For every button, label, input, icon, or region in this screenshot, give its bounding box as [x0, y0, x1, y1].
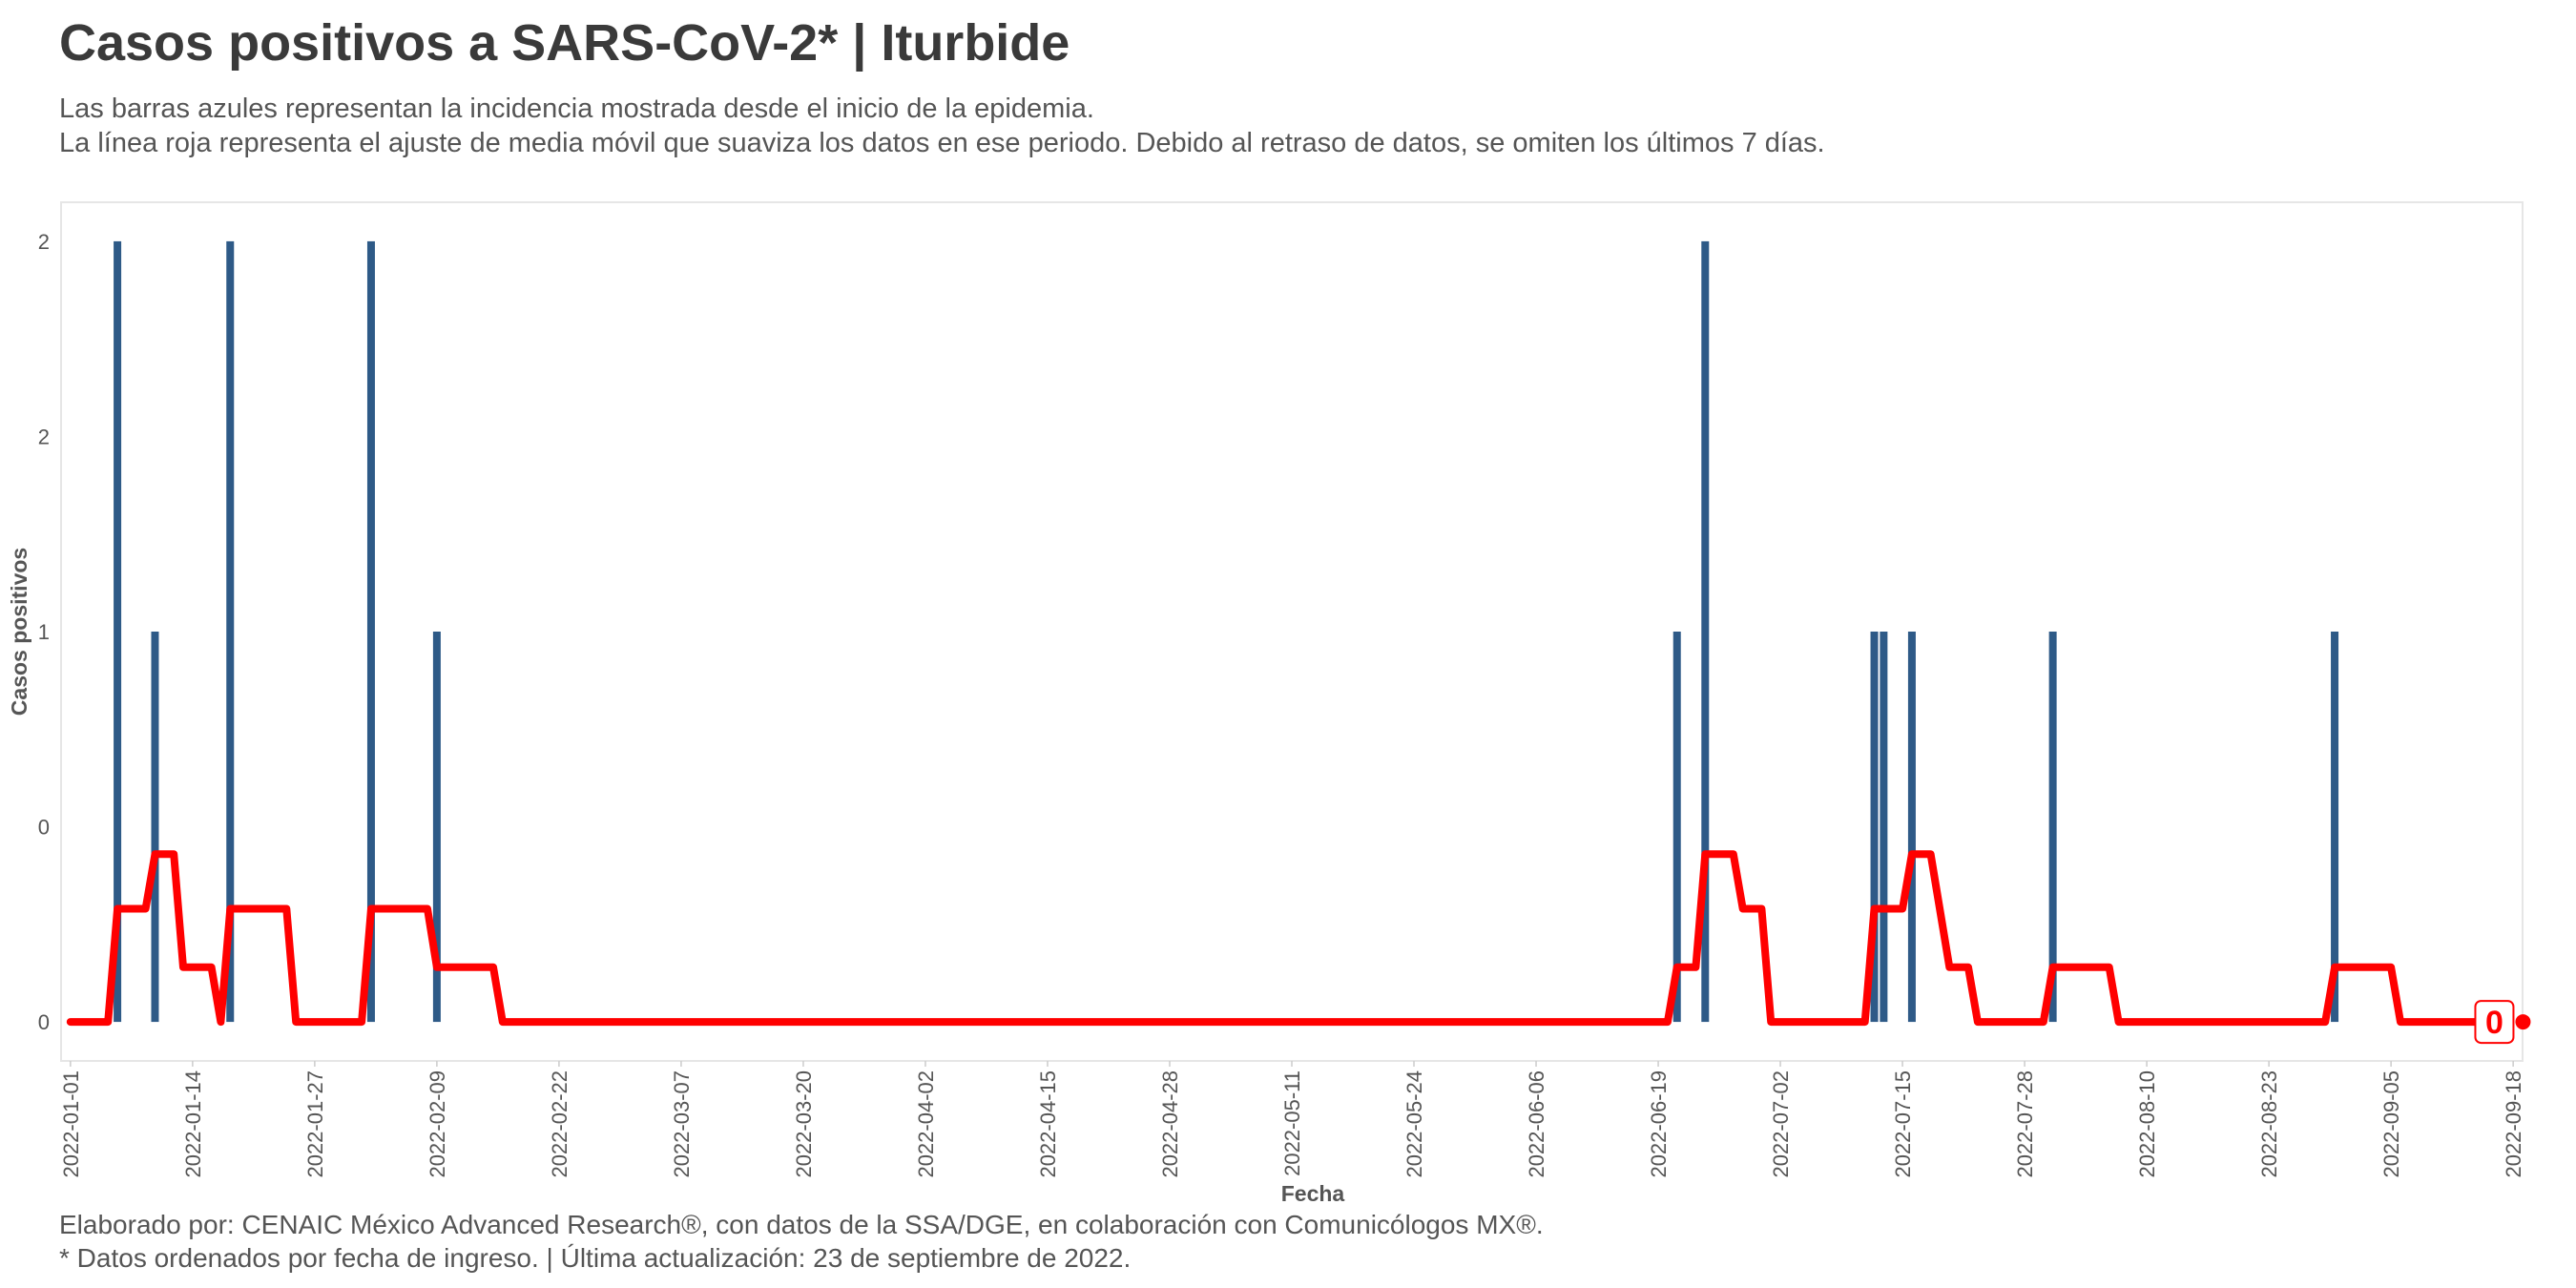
x-tick-label: 2022-01-01	[59, 1070, 83, 1178]
chart-caption: Elaborado por: CENAIC México Advanced Re…	[59, 1208, 1544, 1275]
x-tick-label: 2022-06-19	[1647, 1070, 1671, 1178]
x-tick-label: 2022-07-15	[1891, 1070, 1915, 1178]
x-tick-label: 2022-03-20	[792, 1070, 816, 1178]
x-tick-label: 2022-04-02	[914, 1070, 938, 1178]
end-point	[2515, 1014, 2531, 1030]
bar-2022-08-30	[2331, 632, 2339, 1023]
x-tick-label: 2022-07-28	[2013, 1070, 2037, 1178]
y-tick-label: 2	[38, 425, 50, 448]
x-tick-label: 2022-06-06	[1525, 1070, 1548, 1178]
end-label: 0	[2485, 1005, 2503, 1041]
x-tick-label: 2022-02-09	[426, 1070, 449, 1178]
x-tick-label: 2022-09-05	[2379, 1070, 2403, 1178]
x-tick-label: 2022-05-11	[1280, 1070, 1304, 1176]
caption-line-1: Elaborado por: CENAIC México Advanced Re…	[59, 1210, 1544, 1239]
x-tick-label: 2022-08-23	[2257, 1070, 2281, 1178]
subtitle-line-1: Las barras azules representan la inciden…	[59, 93, 1094, 124]
x-tick-label: 2022-02-22	[548, 1070, 571, 1178]
bar-2022-07-12	[1870, 632, 1879, 1023]
bars-layer	[114, 240, 2339, 1023]
end-label-box	[2474, 1000, 2515, 1045]
bar-2022-06-24	[1701, 240, 1710, 1023]
moving-average-line	[66, 850, 2499, 1027]
y-axis-title: Casos positivos	[7, 548, 31, 716]
y-axis-ticks: 0 0 1 2 2	[38, 230, 50, 1034]
x-tick-label: 2022-05-24	[1402, 1070, 1426, 1178]
x-tick-label: 2022-09-18	[2502, 1070, 2525, 1178]
x-tick-label: 2022-04-15	[1036, 1070, 1060, 1178]
x-tick-label: 2022-01-14	[181, 1070, 205, 1178]
x-axis-title: Fecha	[1281, 1181, 1345, 1206]
bar-2022-06-21	[1672, 632, 1681, 1023]
y-tick-label: 1	[38, 620, 50, 644]
x-tick-label: 2022-01-27	[303, 1070, 327, 1178]
subtitle-line-2: La línea roja representa el ajuste de me…	[59, 128, 1825, 158]
bar-2022-01-06	[114, 240, 122, 1023]
end-label-group: 0	[2474, 1000, 2531, 1045]
x-tick-label: 2022-07-02	[1769, 1070, 1793, 1178]
y-tick-label: 2	[38, 230, 50, 254]
x-tick-label: 2022-08-10	[2135, 1070, 2159, 1178]
bar-2022-07-31	[2048, 632, 2057, 1023]
bar-2022-02-02	[366, 240, 375, 1023]
caption-line-2: * Datos ordenados por fecha de ingreso. …	[59, 1243, 1132, 1273]
x-axis-ticks: 2022-01-01 2022-01-14 2022-01-27 2022-02-09…	[59, 1061, 2525, 1178]
x-tick-label: 2022-04-28	[1158, 1070, 1182, 1178]
bar-2022-01-18	[226, 240, 235, 1023]
y-tick-label: 0	[38, 816, 50, 840]
bar-2022-07-16	[1907, 632, 1916, 1023]
bar-2022-02-09	[432, 632, 441, 1023]
chart-subtitle: Las barras azules representan la inciden…	[59, 92, 1825, 160]
x-tick-label: 2022-03-07	[670, 1070, 694, 1178]
y-tick-label: 0	[38, 1010, 50, 1034]
chart-title: Casos positivos a SARS-CoV-2* | Iturbide	[59, 14, 1070, 72]
bar-2022-01-10	[151, 632, 159, 1023]
bar-2022-07-13	[1880, 632, 1888, 1023]
